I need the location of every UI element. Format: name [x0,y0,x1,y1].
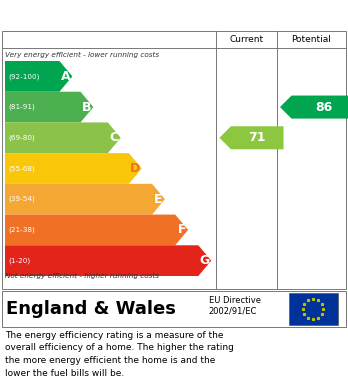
Text: (21-38): (21-38) [8,227,35,233]
Text: (39-54): (39-54) [8,196,35,203]
Polygon shape [5,184,165,215]
Text: B: B [82,100,92,113]
Text: EU Directive
2002/91/EC: EU Directive 2002/91/EC [209,296,261,316]
Text: (81-91): (81-91) [8,104,35,110]
Polygon shape [5,215,188,245]
Polygon shape [5,153,142,184]
Polygon shape [220,126,284,149]
Bar [289,293,338,325]
Text: (1-20): (1-20) [8,257,30,264]
Text: A: A [61,70,71,83]
Text: D: D [130,162,141,175]
Text: E: E [154,193,163,206]
Polygon shape [5,122,121,153]
Text: Very energy efficient - lower running costs: Very energy efficient - lower running co… [5,52,159,57]
Text: 71: 71 [248,131,266,144]
Text: Energy Efficiency Rating: Energy Efficiency Rating [8,7,210,23]
Text: (69-80): (69-80) [8,135,35,141]
Text: G: G [200,254,210,267]
Text: Not energy efficient - higher running costs: Not energy efficient - higher running co… [5,273,159,279]
Text: (92-100): (92-100) [8,73,39,80]
Text: Potential: Potential [292,34,331,43]
Polygon shape [5,92,93,122]
Text: 86: 86 [315,100,332,113]
Text: C: C [110,131,119,144]
Text: Current: Current [230,34,264,43]
Text: (55-68): (55-68) [8,165,35,172]
Polygon shape [280,95,348,118]
Polygon shape [5,61,72,92]
Text: The energy efficiency rating is a measure of the
overall efficiency of a home. T: The energy efficiency rating is a measur… [5,331,234,377]
Text: F: F [177,223,186,237]
Text: England & Wales: England & Wales [6,300,176,318]
Polygon shape [5,245,211,276]
